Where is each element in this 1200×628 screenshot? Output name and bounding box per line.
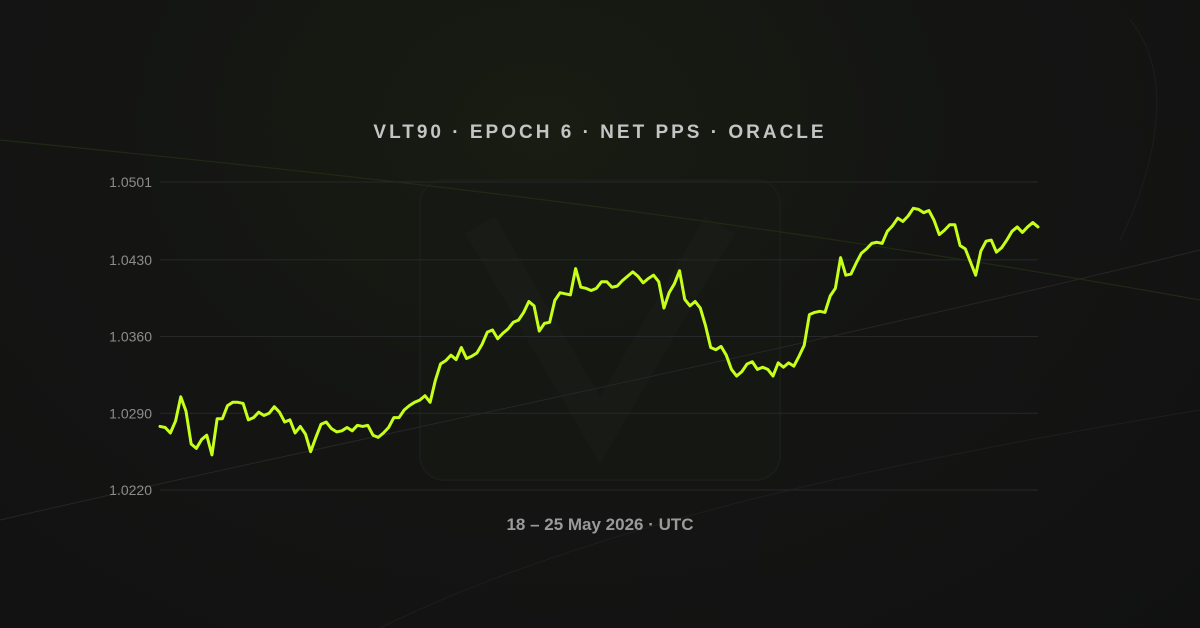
y-tick-label: 1.0360: [109, 329, 152, 345]
watermark-v-shape: [465, 216, 735, 464]
y-tick-label: 1.0220: [109, 482, 152, 498]
background-decoration: [0, 19, 1200, 628]
decor-curve-4: [1119, 19, 1158, 241]
series-line: [158, 206, 1040, 457]
decor-curve-3: [379, 409, 1200, 628]
y-gridlines: [160, 181, 1038, 491]
decor-curve-1: [0, 139, 1200, 301]
chart-title: VLT90 · EPOCH 6 · NET PPS · ORACLE: [373, 122, 826, 143]
decor-curve-2: [0, 249, 1200, 521]
y-axis-tick-labels: 1.0501 1.0430 1.0360 1.0290 1.0220: [109, 174, 152, 498]
y-tick-label: 1.0430: [109, 252, 152, 268]
series-layer: [158, 206, 1040, 457]
x-axis-label: 18 – 25 May 2026 · UTC: [506, 515, 693, 534]
y-tick-label: 1.0501: [109, 174, 152, 190]
y-tick-label: 1.0290: [109, 405, 152, 421]
